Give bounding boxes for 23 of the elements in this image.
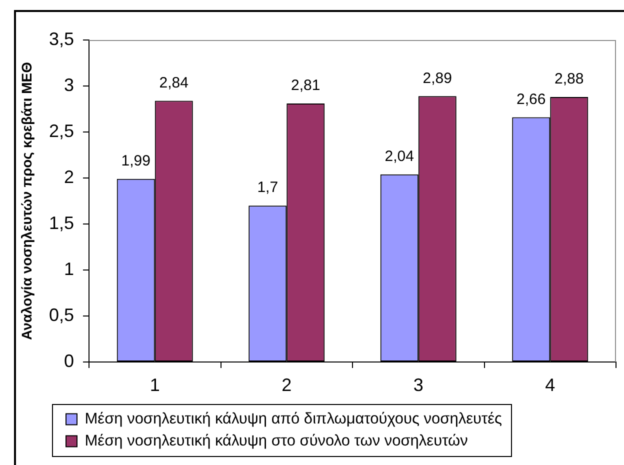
data-label: 2,66: [516, 90, 546, 108]
y-tick-label: 2,5: [48, 120, 74, 141]
y-tick-label: 0: [64, 350, 74, 371]
x-tick-label: 2: [282, 374, 292, 395]
legend-label: Μέση νοσηλευτική κάλυψη από διπλωματούχους νοσηλευτές: [84, 410, 502, 428]
data-label: 1,7: [257, 179, 278, 196]
x-tick-label: 3: [413, 374, 424, 395]
y-tick-label: 1: [64, 258, 74, 279]
data-label: 2,81: [291, 77, 320, 94]
data-label: 2,88: [554, 70, 584, 88]
data-label: 2,84: [159, 74, 188, 92]
y-tick-label: 2: [64, 166, 74, 187]
data-label: 1,99: [121, 152, 150, 170]
y-tick-label: 0,5: [48, 304, 74, 325]
y-tick-label: 3,5: [48, 28, 74, 49]
x-tick-label: 4: [545, 374, 556, 395]
data-label: 2,04: [384, 148, 414, 165]
y-tick-label: 1,5: [48, 212, 74, 233]
data-label: 2,89: [422, 70, 452, 87]
legend-label: Μέση νοσηλευτική κάλυψη στο σύνολο των νοσηλευτών: [84, 432, 468, 450]
y-axis-title: Αναλογία νοσηλευτών προς κρεβάτι ΜΕΘ: [18, 62, 34, 340]
y-tick-label: 3: [64, 74, 74, 95]
x-tick-label: 1: [150, 374, 160, 395]
